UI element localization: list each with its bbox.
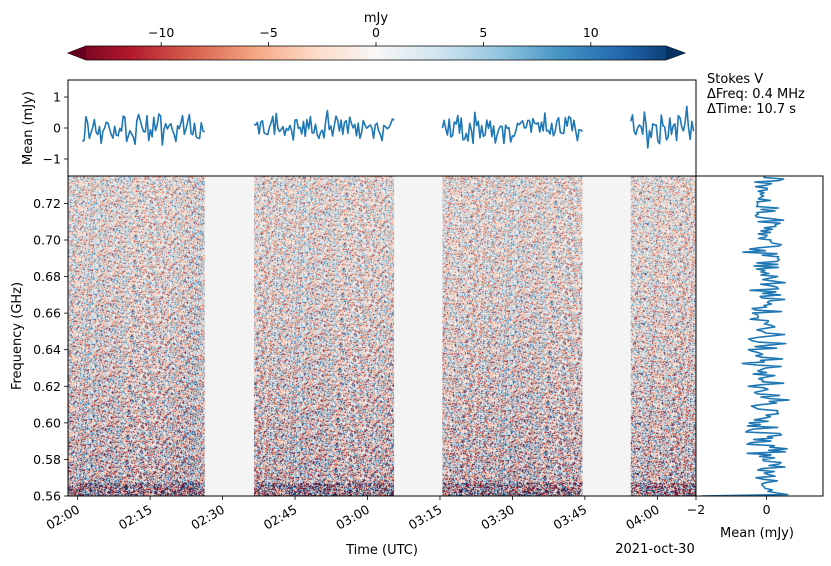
heatmap-y-tick-label: 0.56 [33, 489, 61, 504]
heatmap-x-tick-label: 03:45 [551, 502, 590, 533]
top-y-ticks: 1 0 −1 [43, 90, 68, 166]
top-series-line [441, 111, 584, 145]
top-series [81, 105, 695, 149]
colorbar-ticks: −10 −5 0 5 10 [148, 25, 599, 46]
heatmap-x-tick-label: 02:45 [261, 502, 300, 533]
heatmap-ylabel: Frequency (GHz) [10, 282, 25, 390]
heatmap-y-tick-label: 0.62 [33, 379, 61, 394]
colorbar: mJy −10 −5 0 5 10 [66, 11, 687, 61]
top-series-line [630, 105, 695, 149]
heatmap-y-tick-label: 0.64 [33, 342, 61, 357]
heatmap-x-tick-label: 03:30 [478, 502, 517, 533]
date-label: 2021-oct-30 [615, 542, 694, 557]
dfreq-text: ΔFreq: 0.4 MHz [707, 87, 805, 102]
heatmap-x-tick-label: 04:00 [623, 502, 662, 533]
top-series-line [81, 113, 205, 146]
colorbar-tick-label: 0 [372, 25, 380, 40]
heatmap-y-tick-label: 0.68 [33, 269, 61, 284]
top-panel: 1 0 −1 Mean (mJy) [21, 79, 697, 177]
top-y-tick-label: 0 [53, 121, 61, 136]
colorbar-tick-label: −5 [259, 25, 277, 40]
colorbar-tick-label: 5 [479, 25, 487, 40]
heatmap-gap [394, 176, 443, 496]
stokes-text: Stokes V [707, 72, 763, 87]
annotation: Stokes V ΔFreq: 0.4 MHz ΔTime: 10.7 s [707, 72, 805, 117]
colorbar-label: mJy [364, 11, 388, 26]
colorbar-bar [66, 45, 687, 61]
colorbar-extend-low [68, 46, 86, 60]
heatmap-y-tick-label: 0.72 [33, 196, 61, 211]
right-frame [695, 175, 824, 497]
colorbar-tick-label: −10 [148, 25, 174, 40]
heatmap-y-tick-label: 0.58 [33, 452, 61, 467]
heatmap-panel: 0.56 0.58 0.60 0.62 0.64 0.66 0.68 0.70 0.72 02:… [10, 175, 697, 558]
heatmap-x-tick-label: 02:30 [188, 502, 227, 533]
heatmap-gaps [204, 176, 631, 496]
top-y-tick-label: 1 [53, 90, 61, 105]
right-panel: −2 0 Mean (mJy) [687, 175, 824, 541]
right-series-line [701, 176, 790, 496]
heatmap-x-ticks: 02:00 02:15 02:30 02:45 03:00 03:15 03:30 03:45… [43, 496, 662, 533]
heatmap-x-tick-label: 02:15 [116, 502, 155, 533]
heatmap-x-tick-label: 03:15 [406, 502, 445, 533]
heatmap-xlabel: Time (UTC) [345, 543, 418, 558]
dtime-text: ΔTime: 10.7 s [707, 102, 796, 117]
heatmap-x-tick-label: 02:00 [43, 502, 82, 533]
heatmap-x-tick-label: 03:00 [333, 502, 372, 533]
right-x-tick-label: 0 [763, 502, 771, 517]
top-ylabel: Mean (mJy) [21, 91, 36, 165]
heatmap-y-tick-label: 0.60 [33, 415, 61, 430]
top-y-tick-label: −1 [43, 151, 61, 166]
right-x-tick-label: −2 [687, 502, 705, 517]
right-series [701, 176, 790, 496]
colorbar-extend-high [666, 46, 685, 60]
heatmap-y-tick-label: 0.66 [33, 306, 61, 321]
colorbar-tick-label: 10 [583, 25, 599, 40]
heatmap-gap [582, 176, 631, 496]
top-frame [67, 79, 697, 177]
right-x-ticks: −2 0 [687, 496, 771, 517]
top-series-line [253, 109, 395, 142]
heatmap-gap [204, 176, 254, 496]
right-xlabel: Mean (mJy) [720, 526, 794, 541]
heatmap-y-ticks: 0.56 0.58 0.60 0.62 0.64 0.66 0.68 0.70 0.72 [33, 196, 68, 504]
heatmap-y-tick-label: 0.70 [33, 233, 61, 248]
